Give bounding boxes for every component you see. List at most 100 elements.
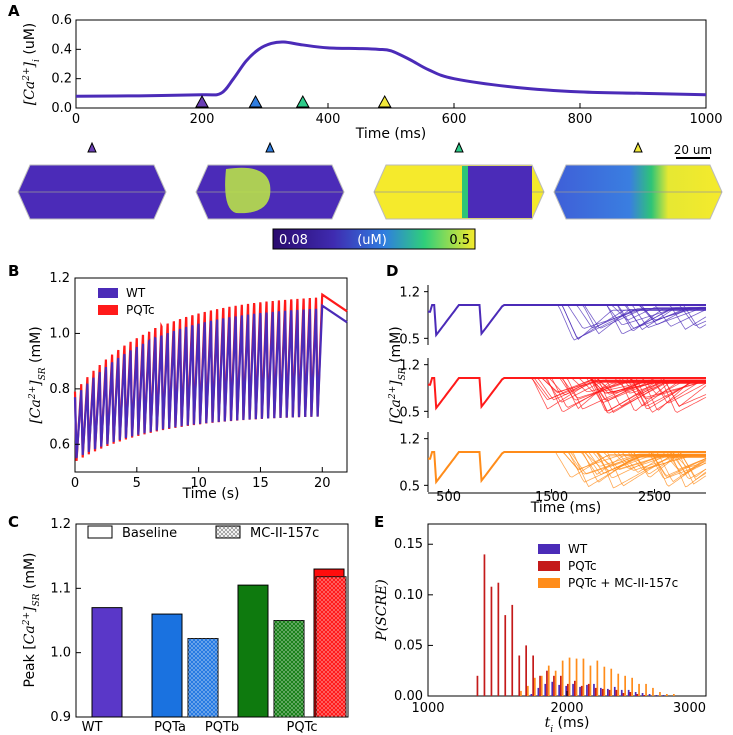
hist-bar-0 (641, 693, 644, 696)
hist-bar-0 (662, 695, 665, 696)
hist-bar-2 (561, 660, 564, 696)
hist-bar-1 (580, 685, 583, 696)
hist-bar-1 (567, 683, 569, 696)
b-ytick-label: 1.0 (49, 326, 70, 341)
hist-bar-2 (673, 694, 675, 696)
e-ytick-label: 0.00 (394, 689, 423, 704)
panel-b-plot-frame (74, 277, 348, 473)
hist-bar-2 (645, 683, 647, 696)
hist-bar-2 (520, 690, 522, 696)
c-xtick-label: PQTa (154, 720, 186, 735)
hist-bar-2 (624, 675, 626, 696)
panel-label-c: C (8, 513, 19, 531)
panel-c: 0.9 1.0 1.1 1.2 WT PQTa PQTb PQTc Baseline MC-… (22, 517, 349, 735)
hist-bar-2 (575, 658, 578, 696)
d-xtick-label: 1500 (535, 490, 568, 505)
legend-label-e-wt: WT (568, 542, 588, 556)
hist-bar-1 (553, 675, 555, 696)
hist-bar-1 (490, 586, 493, 696)
hist-bar-1 (629, 692, 632, 696)
hist-bar-1 (518, 655, 521, 696)
a-xtick-label: 0 (72, 112, 80, 127)
hist-bar-1 (615, 689, 618, 696)
c-ytick-label: 1.2 (50, 517, 71, 532)
hist-bar-1 (476, 675, 479, 696)
d-ytick-label: 0.5 (399, 332, 420, 347)
b-xtick-label: 20 (314, 476, 331, 491)
hist-bar-0 (655, 695, 658, 696)
c-ytick-label: 1.0 (50, 646, 71, 661)
c-xtick-label: PQTb (205, 720, 239, 735)
time-marker-triangle (377, 94, 392, 108)
hist-bar-1 (643, 695, 646, 696)
panel-d-xlabel: Time (ms) (530, 500, 602, 516)
hist-bar-2 (527, 685, 529, 696)
hist-bar-0 (537, 687, 540, 696)
hist-bar-1 (483, 554, 486, 696)
legend-swatch-e-pqtc (538, 561, 560, 571)
hist-bar-0 (627, 689, 630, 696)
snapshot-wave-front (225, 167, 271, 214)
panel-label-b: B (8, 262, 19, 280)
d-xtick-label: 2500 (638, 490, 671, 505)
hist-bar-1 (594, 687, 597, 696)
a-ytick-label: 0.6 (51, 13, 72, 28)
hist-bar-2 (534, 677, 536, 696)
hist-bar-2 (631, 677, 633, 696)
a-ytick-label: 0.2 (51, 72, 72, 87)
legend-swatch-pqtc (98, 305, 118, 315)
hist-bar-2 (568, 657, 571, 696)
d-main-trace-1 (428, 377, 706, 411)
hist-bar-1 (539, 675, 541, 696)
bar-baseline-wt (91, 607, 123, 718)
panel-d: 1.2 0.5 1.2 0.5 1.2 0.5 500 1500 2500 Time (ms)… (388, 285, 707, 516)
hist-bar-0 (648, 694, 651, 696)
hist-bar-1 (546, 670, 548, 696)
hist-bar-0 (620, 689, 623, 696)
hist-bar-2 (547, 665, 550, 696)
hist-bar-1 (525, 645, 527, 696)
d-trace-1 (428, 377, 706, 410)
hist-bar-0 (572, 683, 574, 696)
panel-b-xlabel: Time (s) (182, 486, 240, 502)
hist-bar-2 (638, 683, 640, 696)
panel-b-ylabel: [Ca2+]SR (mM) (28, 326, 48, 423)
hist-bar-0 (530, 694, 533, 696)
legend-label-pqtc: PQTc (126, 303, 155, 317)
time-marker-triangle (248, 94, 263, 108)
hist-bar-0 (544, 683, 547, 696)
c-ytick-label: 0.9 (50, 710, 71, 725)
b-xtick-label: 5 (133, 476, 141, 491)
c-xtick-label: PQTc (287, 720, 318, 735)
d-ytick-label: 1.2 (399, 433, 420, 448)
d-main-trace-2 (428, 451, 706, 485)
hist-bar-2 (652, 687, 654, 696)
hist-bar-0 (579, 686, 581, 696)
bar-baseline-pqta (151, 613, 183, 718)
legend-swatch-baseline (87, 525, 113, 539)
legend-swatch-wt (98, 288, 118, 298)
d-ytick-label: 0.5 (399, 405, 420, 420)
snapshot-marker-triangle (265, 141, 275, 153)
snapshot-unexcited-region (466, 166, 532, 218)
panel-a-plot-frame (75, 19, 707, 109)
legend-label-baseline: Baseline (122, 526, 177, 541)
legend-label-wt: WT (126, 286, 146, 300)
e-xtick-label: 3000 (673, 701, 706, 716)
d-xtick-label: 500 (436, 490, 461, 505)
hist-bar-0 (593, 683, 595, 696)
time-marker-triangle (195, 94, 209, 108)
hist-bar-2 (589, 665, 592, 696)
c-xtick-label: WT (82, 720, 103, 735)
hist-bar-0 (586, 684, 588, 696)
a-xtick-label: 400 (316, 112, 341, 127)
legend-swatch-mc (215, 525, 241, 539)
panel-a: 0.0 0.2 0.4 0.6 0 200 400 600 800 1000 Time (ms)… (17, 13, 723, 250)
snapshot-marker-triangle (87, 141, 97, 153)
b-xtick-label: 10 (190, 476, 207, 491)
a-xtick-label: 800 (568, 112, 593, 127)
panel-label-d: D (386, 262, 398, 280)
panel-d-ylabel: [Ca2+]SR (mM) (388, 326, 408, 423)
hist-bar-0 (565, 685, 567, 696)
hist-bar-1 (574, 680, 576, 696)
